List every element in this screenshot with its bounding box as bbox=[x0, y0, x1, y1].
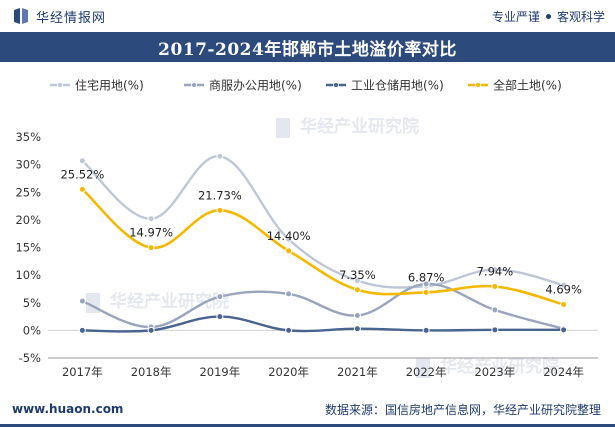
data-point[interactable] bbox=[285, 326, 293, 334]
series-line bbox=[81, 155, 565, 289]
data-label: 14.97% bbox=[129, 226, 173, 240]
legend-marker-icon bbox=[191, 82, 197, 88]
data-point[interactable] bbox=[78, 185, 86, 193]
legend-label: 商服办公用地(%) bbox=[209, 78, 302, 93]
data-label: 25.52% bbox=[60, 167, 104, 181]
data-point[interactable] bbox=[353, 325, 361, 333]
series bbox=[78, 313, 568, 334]
data-point[interactable] bbox=[491, 283, 499, 291]
data-point[interactable] bbox=[491, 306, 499, 314]
y-tick-label: 10% bbox=[15, 268, 41, 282]
data-point[interactable] bbox=[491, 266, 499, 274]
chart-title: 2017-2024年邯郸市土地溢价率对比 bbox=[0, 32, 615, 62]
tagline-right: 客观科学 bbox=[556, 9, 605, 24]
y-tick-label: 5% bbox=[23, 296, 41, 310]
data-point[interactable] bbox=[285, 235, 293, 243]
legend-label: 工业仓储用地(%) bbox=[351, 78, 444, 93]
y-tick-label: 30% bbox=[15, 158, 41, 172]
x-tick-label: 2018年 bbox=[131, 365, 172, 379]
legend-item[interactable]: 商服办公用地(%) bbox=[184, 78, 302, 93]
data-point[interactable] bbox=[422, 280, 430, 288]
watermark-text: 华经产业研究院 bbox=[110, 291, 229, 312]
data-point[interactable] bbox=[78, 326, 86, 334]
brand-logo-icon bbox=[14, 8, 28, 24]
y-tick-label: 35% bbox=[15, 130, 41, 144]
data-point[interactable] bbox=[422, 326, 430, 334]
series bbox=[78, 152, 568, 290]
data-point[interactable] bbox=[147, 244, 155, 252]
data-label: 4.69% bbox=[545, 282, 582, 296]
data-point[interactable] bbox=[560, 281, 568, 289]
data-label: 21.73% bbox=[198, 188, 242, 202]
footer-source: 数据来源：国信房地产信息网，华经产业研究院整理 bbox=[324, 402, 601, 417]
series bbox=[78, 185, 568, 308]
legend-label: 住宅用地(%) bbox=[75, 78, 144, 93]
footer-url[interactable]: www.huaon.com bbox=[12, 402, 124, 416]
bottom-divider bbox=[0, 424, 615, 427]
data-label: 7.94% bbox=[477, 265, 514, 279]
legend-marker-icon bbox=[57, 82, 63, 88]
data-point[interactable] bbox=[216, 152, 224, 160]
legend-marker-icon bbox=[333, 82, 339, 88]
watermark-text: 华经产业研究院 bbox=[300, 116, 419, 137]
data-point[interactable] bbox=[216, 293, 224, 301]
footer: www.huaon.com 数据来源：国信房地产信息网，华经产业研究院整理 bbox=[0, 396, 615, 422]
x-tick-label: 2021年 bbox=[337, 365, 378, 379]
data-point[interactable] bbox=[147, 215, 155, 223]
x-tick-label: 2024年 bbox=[543, 365, 584, 379]
series-line bbox=[81, 188, 565, 306]
legend-item[interactable]: 全部土地(%) bbox=[468, 78, 562, 93]
separator-dot-icon bbox=[545, 13, 551, 19]
legend-marker-icon bbox=[475, 82, 481, 88]
x-tick-label: 2020年 bbox=[268, 365, 309, 379]
data-point[interactable] bbox=[285, 247, 293, 255]
data-point[interactable] bbox=[285, 290, 293, 298]
brand: 华经情报网 bbox=[12, 7, 106, 26]
data-point[interactable] bbox=[78, 297, 86, 305]
top-bar: 华经情报网 专业严谨 客观科学 bbox=[0, 0, 615, 32]
data-point[interactable] bbox=[147, 326, 155, 334]
tagline: 专业严谨 客观科学 bbox=[492, 8, 605, 25]
series-line bbox=[81, 282, 565, 330]
tagline-left: 专业严谨 bbox=[491, 9, 540, 24]
data-point[interactable] bbox=[353, 277, 361, 285]
y-tick-label: 15% bbox=[15, 241, 41, 255]
watermark-logo-icon bbox=[276, 118, 290, 138]
data-point[interactable] bbox=[216, 206, 224, 214]
data-label: 7.35% bbox=[339, 268, 376, 282]
legend-item[interactable]: 住宅用地(%) bbox=[50, 78, 144, 93]
data-point[interactable] bbox=[78, 157, 86, 165]
x-tick-label: 2019年 bbox=[199, 365, 240, 379]
data-label: 14.40% bbox=[267, 229, 311, 243]
x-tick-label: 2022年 bbox=[406, 365, 447, 379]
data-point[interactable] bbox=[353, 311, 361, 319]
legend-label: 全部土地(%) bbox=[493, 78, 562, 93]
series-line bbox=[81, 315, 565, 333]
data-point[interactable] bbox=[560, 300, 568, 308]
x-tick-label: 2023年 bbox=[474, 365, 515, 379]
y-tick-label: 25% bbox=[15, 185, 41, 199]
data-point[interactable] bbox=[491, 326, 499, 334]
watermark-text: 华经产业研究院 bbox=[440, 356, 559, 377]
y-tick-label: 0% bbox=[23, 323, 41, 337]
data-label: 6.87% bbox=[408, 270, 445, 284]
data-point[interactable] bbox=[353, 286, 361, 294]
data-point[interactable] bbox=[422, 288, 430, 296]
x-tick-label: 2017年 bbox=[62, 365, 103, 379]
watermark-logo-icon bbox=[416, 358, 430, 378]
data-point[interactable] bbox=[560, 326, 568, 334]
data-point[interactable] bbox=[216, 313, 224, 321]
y-tick-label: 20% bbox=[15, 213, 41, 227]
brand-name: 华经情报网 bbox=[36, 10, 107, 26]
legend-item[interactable]: 工业仓储用地(%) bbox=[326, 78, 444, 93]
y-tick-label: -5% bbox=[19, 351, 41, 365]
